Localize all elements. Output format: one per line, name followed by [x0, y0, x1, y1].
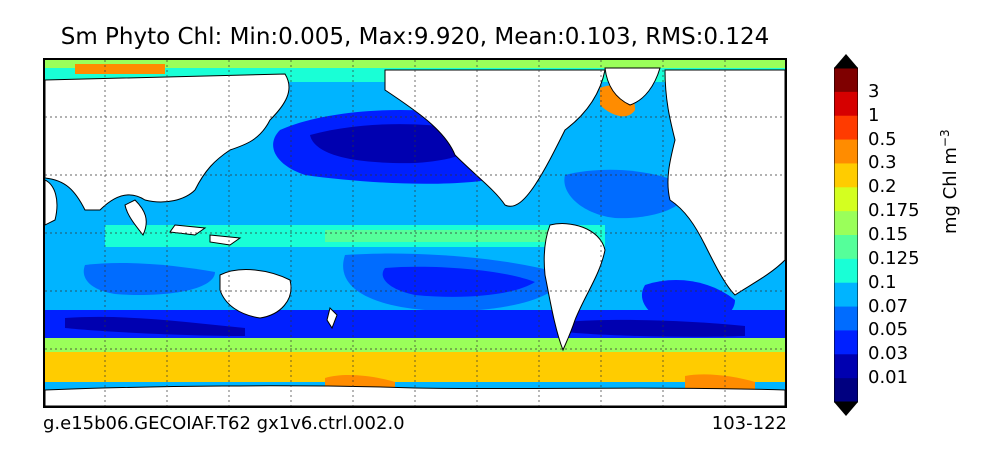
- colorbar-tick-label: 0.125: [868, 247, 920, 269]
- map-canvas: [45, 60, 785, 406]
- colorbar-tick-label: 0.05: [868, 319, 909, 341]
- land-africa-west: [45, 179, 58, 226]
- colorbar-segment: [834, 282, 858, 308]
- land-australia: [219, 269, 292, 319]
- colorbar-tick-label: 0.03: [868, 343, 909, 365]
- colorbar-tick-label: 1: [868, 104, 880, 126]
- colorbar-segment: [834, 235, 858, 260]
- north-pacific-core: [310, 124, 480, 164]
- colorbar-segment: [834, 139, 858, 164]
- colorbar-bottom-arrow: [834, 402, 858, 416]
- land-europe-africa: [664, 69, 785, 296]
- colorbar-tick-label: 0.01: [868, 367, 909, 389]
- colorbar-segment: [834, 306, 858, 331]
- run-name: g.e15b06.GECOIAF.T62 gx1v6.ctrl.002.0: [43, 413, 405, 434]
- colorbar-segment: [834, 68, 858, 93]
- land-indonesia: [169, 224, 242, 246]
- colorbar-segment: [834, 258, 858, 284]
- equatorial-core: [325, 230, 565, 242]
- colorbar-top-arrow: [834, 54, 858, 68]
- colorbar-tick-label: 0.15: [868, 224, 909, 245]
- figure-title: Sm Phyto Chl: Min:0.005, Max:9.920, Mean…: [60, 24, 770, 50]
- southern-ocean-deep-patches: [65, 316, 745, 337]
- unit-text: mg Chl m: [940, 147, 961, 234]
- land-new-zealand: [326, 307, 338, 330]
- colorbar: [834, 54, 858, 416]
- colorbar-segment: [834, 91, 858, 117]
- indian-ocean-gyre: [83, 262, 215, 296]
- colorbar-segments: [834, 68, 858, 403]
- land-north-america: [384, 69, 606, 207]
- colorbar-unit-label: mg Chl m−3: [938, 129, 961, 234]
- colorbar-segment: [834, 330, 858, 355]
- colorbar-tick-label: 0.5: [868, 128, 897, 150]
- colorbar-segment: [834, 378, 858, 403]
- colorbar-tick-label: 0.07: [868, 295, 909, 317]
- gridlines: [45, 60, 785, 406]
- colorbar-segment: [834, 115, 858, 141]
- colorbar-segment: [834, 354, 858, 379]
- colorbar-tick-label: 3: [868, 80, 880, 102]
- north-atlantic-gyre: [564, 169, 687, 219]
- land-greenland: [604, 67, 661, 106]
- unit-exponent: −3: [938, 129, 952, 148]
- colorbar-segment: [834, 187, 858, 212]
- south-pacific-core: [382, 266, 535, 297]
- colorbar-tick-label: 0.1: [868, 271, 897, 293]
- colorbar-frame: [834, 67, 858, 403]
- colorbar-tick-label: 0.3: [868, 152, 897, 174]
- colorbar-tick-label: 0.175: [868, 200, 920, 222]
- colorbar-segment: [834, 163, 858, 188]
- colorbar-segment: [834, 211, 858, 236]
- land-south-america: [543, 223, 606, 352]
- year-range: 103-122: [711, 413, 787, 434]
- chlorophyll-map: [43, 58, 787, 408]
- coastal-bloom-arctic: [75, 64, 165, 74]
- arctic-high-band: [45, 60, 785, 68]
- colorbar-tick-label: 0.2: [868, 176, 897, 198]
- land-india: [124, 199, 147, 236]
